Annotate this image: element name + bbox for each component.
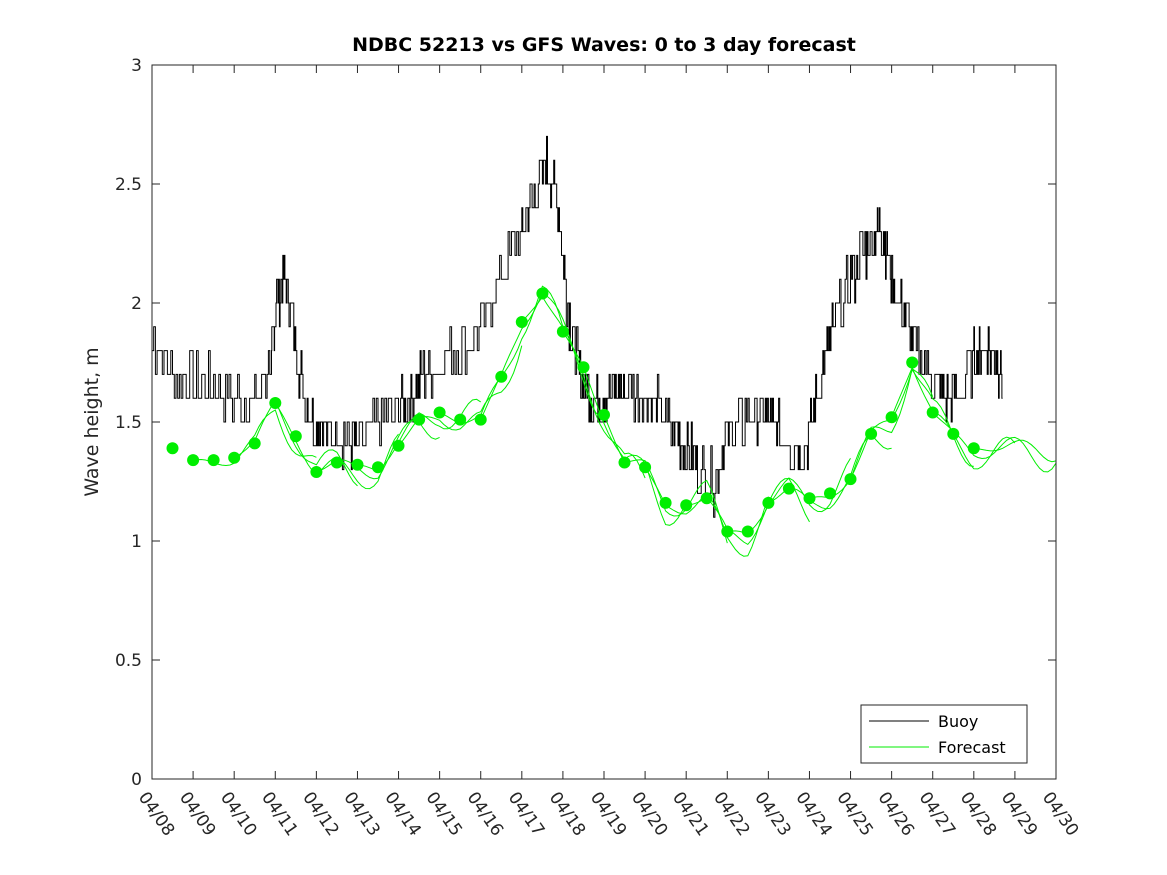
legend-label-forecast: Forecast: [938, 738, 1006, 757]
forecast-point: [536, 287, 549, 300]
chart-title: NDBC 52213 vs GFS Waves: 0 to 3 day fore…: [352, 34, 856, 56]
forecast-point: [556, 325, 569, 338]
forecast-point: [782, 482, 795, 495]
legend-box: [860, 704, 1028, 764]
y-tick-label: 0.5: [115, 651, 142, 671]
forecast-point: [269, 397, 282, 409]
forecast-point: [495, 370, 508, 383]
forecast-point: [741, 525, 754, 538]
forecast-point: [351, 458, 364, 471]
forecast-point: [721, 525, 734, 538]
y-tick-label: 1.5: [115, 413, 142, 433]
forecast-point: [659, 496, 672, 509]
forecast-point: [515, 316, 528, 328]
forecast-point: [166, 442, 179, 455]
forecast-point: [392, 439, 405, 452]
forecast-point: [700, 492, 713, 505]
legend: Buoy Forecast: [860, 704, 1028, 764]
y-tick-label: 1: [131, 532, 142, 552]
forecast-point: [906, 356, 919, 369]
forecast-point: [207, 454, 220, 467]
y-axis-label: Wave height, m: [81, 347, 103, 496]
forecast-point: [577, 361, 590, 374]
series-line-buoy: [152, 135, 1003, 518]
legend-label-buoy: Buoy: [938, 712, 978, 731]
forecast-point: [926, 406, 939, 419]
forecast-point: [885, 411, 898, 424]
forecast-point: [248, 437, 261, 450]
forecast-point: [618, 456, 631, 469]
forecast-point: [680, 499, 693, 512]
forecast-point: [187, 454, 200, 467]
forecast-point: [598, 408, 610, 421]
y-tick-label: 2.5: [115, 175, 142, 195]
forecast-point: [413, 413, 426, 426]
y-axis: 0 0.5 1 1.5 2 2.5 3: [115, 56, 1056, 790]
forecast-point: [762, 496, 775, 509]
forecast-point: [310, 466, 323, 478]
y-tick-label: 2: [131, 294, 142, 314]
forecast-point: [228, 451, 241, 464]
forecast-point: [289, 430, 302, 443]
y-tick-label: 3: [131, 56, 142, 76]
forecast-point: [372, 461, 384, 474]
forecast-point: [639, 461, 652, 474]
forecast-point: [865, 427, 878, 440]
forecast-point: [330, 456, 343, 469]
series-line-forecast: [973, 439, 1057, 463]
forecast-point: [824, 487, 836, 500]
forecast-point: [454, 413, 467, 426]
forecast-point: [803, 492, 816, 505]
forecast-point: [844, 473, 857, 486]
y-tick-label: 0: [131, 770, 142, 790]
forecast-point: [433, 406, 446, 419]
forecast-point: [474, 413, 487, 426]
forecast-point: [947, 427, 960, 440]
forecast-point: [967, 442, 980, 455]
plot-area: [152, 135, 1057, 557]
